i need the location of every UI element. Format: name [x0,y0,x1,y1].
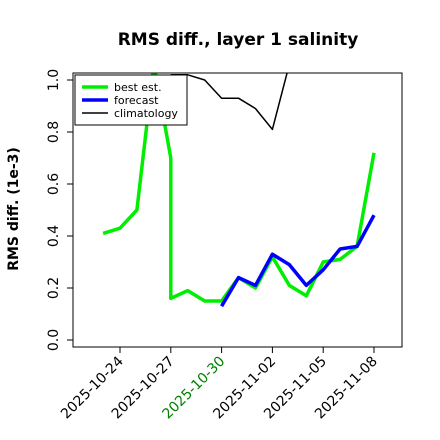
series-line-climatology [170,73,288,131]
y-tick-label: 0.4 [46,225,62,247]
y-tick-label: 1.0 [46,69,62,91]
legend-label: climatology [114,107,178,120]
y-axis-label: RMS diff. (1e-3) [6,147,22,271]
y-tick-label: 0.8 [46,121,62,143]
y-tick-label: 0.6 [46,173,62,195]
y-axis-ticks: 0.0 0.2 0.4 0.6 0.8 1.0 [46,69,73,351]
y-tick-label: 0.0 [46,329,62,351]
y-tick-label: 0.2 [46,277,62,299]
plot-frame [72,72,403,348]
legend-label: best est. [114,81,162,94]
legend-label: forecast [114,94,159,107]
chart-title: RMS diff., layer 1 salinity [118,30,359,50]
series-line-forecast [220,214,376,308]
